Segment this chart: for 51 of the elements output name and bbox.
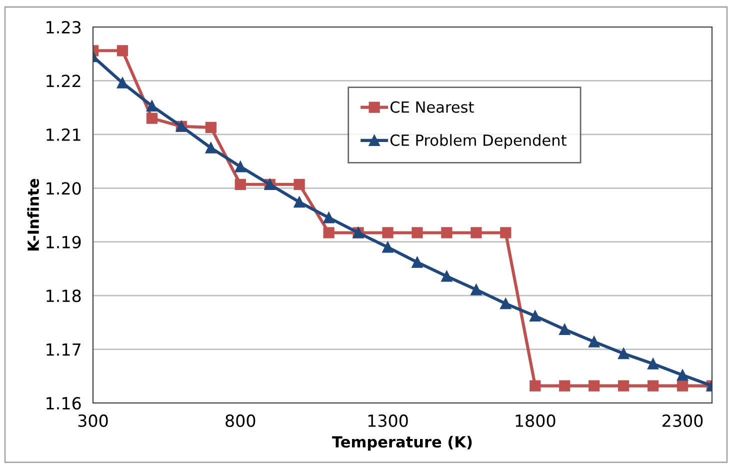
point <box>530 380 541 392</box>
y-axis-title: K-Infinte <box>27 178 40 251</box>
point <box>412 256 423 268</box>
x-tick-label: 1800 <box>516 414 556 428</box>
x-tick-label: 2300 <box>662 414 703 428</box>
point <box>530 310 541 322</box>
point <box>470 284 482 296</box>
point <box>588 336 600 348</box>
y-tick-label: 1.23 <box>46 20 81 34</box>
point <box>323 227 334 238</box>
point <box>116 77 128 88</box>
point <box>146 112 158 124</box>
point <box>146 100 158 112</box>
point <box>618 348 630 360</box>
y-tick-label: 1.19 <box>46 236 81 248</box>
point <box>559 380 570 392</box>
point <box>470 227 482 238</box>
legend-label: CE Nearest <box>390 101 474 113</box>
point <box>323 212 334 224</box>
legend-label: CE Problem Dependent <box>390 134 566 149</box>
point <box>647 358 659 370</box>
x-tick-label: 1300 <box>368 414 408 428</box>
point <box>559 324 570 335</box>
point <box>205 122 216 133</box>
y-tick-label: 1.16 <box>46 396 81 410</box>
point <box>382 242 394 253</box>
point <box>588 380 600 392</box>
point <box>676 370 688 381</box>
point <box>234 161 246 172</box>
point <box>412 227 423 238</box>
point <box>676 380 688 392</box>
point <box>441 270 452 282</box>
x-axis-title: Temperature (K) <box>332 436 472 451</box>
y-tick-label: 1.17 <box>46 343 80 356</box>
point <box>382 227 394 238</box>
point <box>618 380 630 392</box>
y-tick-label: 1.18 <box>46 290 81 302</box>
y-tick-label: 1.22 <box>46 74 80 88</box>
point <box>234 178 246 190</box>
point <box>441 227 452 238</box>
point <box>647 380 659 392</box>
point <box>294 196 305 208</box>
x-tick-label: 300 <box>78 414 108 428</box>
point <box>500 298 512 310</box>
y-tick-label: 1.20 <box>46 182 81 195</box>
point <box>500 227 512 238</box>
point <box>116 45 128 56</box>
x-tick-label: 800 <box>226 414 256 428</box>
point <box>294 178 305 190</box>
point <box>205 142 216 154</box>
y-tick-label: 1.21 <box>46 128 80 141</box>
